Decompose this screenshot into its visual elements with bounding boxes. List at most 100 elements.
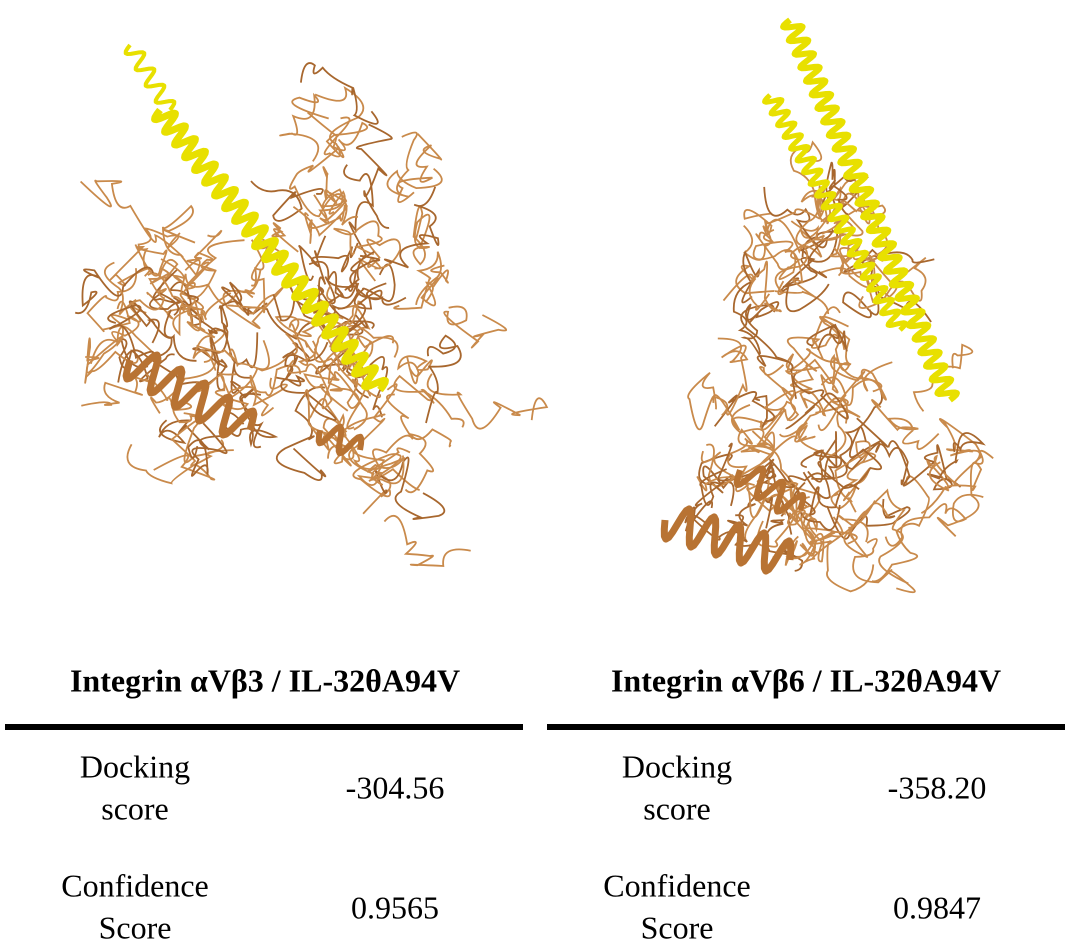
panel-title: Integrin αVβ3 / IL-32θA94V [70, 662, 460, 698]
protein-coil [926, 432, 986, 480]
row-value: -358.20 [888, 769, 987, 805]
protein-coil [313, 300, 382, 399]
protein-coil [852, 538, 916, 594]
row-value: 0.9847 [893, 889, 981, 925]
protein-coil [343, 164, 374, 291]
protein-coil [755, 228, 845, 271]
protein-helix [122, 351, 258, 439]
protein-coil [341, 356, 389, 418]
row-label: Confidence [603, 867, 751, 903]
protein-coil [799, 513, 869, 566]
protein-coil [807, 426, 882, 490]
rule [5, 724, 523, 730]
protein-coil [887, 440, 962, 491]
protein-coil [287, 254, 381, 320]
protein-helix [315, 423, 365, 457]
protein-coil [383, 515, 471, 567]
protein-coil [799, 516, 844, 555]
row-value: -304.56 [346, 769, 445, 805]
protein-coil [420, 264, 449, 307]
protein-coil [843, 500, 876, 559]
protein-coil [717, 442, 777, 482]
protein-coil [147, 272, 217, 371]
protein-helix [151, 107, 389, 393]
protein-coil [712, 377, 813, 431]
protein-coil [687, 372, 729, 431]
protein-coil [74, 266, 154, 315]
protein-coil [763, 186, 829, 279]
row-label: Docking [622, 748, 732, 784]
protein-coil [748, 260, 782, 313]
protein-coil [393, 251, 442, 310]
protein-coil [307, 111, 368, 159]
protein-coil [350, 434, 405, 486]
protein-coil [275, 386, 327, 481]
protein-coil [107, 304, 173, 360]
protein-coil [784, 505, 815, 566]
protein-coil [160, 239, 245, 290]
protein-coil [759, 484, 875, 593]
protein-coil [425, 334, 462, 424]
protein-coil [794, 390, 849, 443]
protein-coil [717, 337, 749, 416]
protein-coil [404, 428, 452, 494]
protein-coil [162, 204, 201, 277]
protein-coil [308, 250, 375, 299]
protein-coil [871, 475, 930, 583]
row-label: Score [99, 909, 172, 945]
row-label: score [643, 790, 711, 826]
protein-coil [330, 282, 383, 352]
protein-coil [333, 220, 383, 256]
protein-coil [81, 372, 151, 407]
protein-structures [74, 17, 994, 594]
protein-helix [660, 505, 795, 575]
protein-coil [279, 92, 329, 162]
protein-coil [286, 359, 349, 412]
protein-coil [713, 391, 776, 431]
protein-coil [84, 337, 139, 384]
protein-coil [740, 303, 797, 399]
panel-title: Integrin αVβ6 / IL-32θA94V [611, 662, 1001, 698]
protein-coil [752, 240, 815, 298]
protein-coil [824, 383, 883, 479]
protein-coil [800, 431, 848, 480]
protein-coil [426, 373, 549, 430]
protein-coil [383, 186, 440, 269]
protein-coil [412, 206, 431, 266]
protein-coil [817, 361, 893, 431]
protein-coil [289, 147, 348, 224]
protein-coil [393, 374, 465, 428]
protein-coil [298, 242, 359, 282]
protein-coil [126, 443, 216, 485]
protein-coil [300, 62, 379, 125]
protein-coil [815, 353, 866, 414]
protein-coil [705, 443, 771, 540]
protein-coil [249, 364, 302, 417]
protein-coil [222, 286, 284, 330]
protein-coil [355, 123, 393, 229]
protein-coil [779, 256, 830, 313]
protein-coil [292, 204, 348, 244]
protein-coil [787, 333, 841, 388]
protein-coil [799, 484, 860, 531]
protein-coil [732, 250, 762, 355]
protein-coil [342, 393, 414, 471]
protein-coil [443, 305, 508, 349]
row-value: 0.9565 [351, 889, 439, 925]
protein-coil [218, 281, 250, 328]
protein-coil [103, 261, 171, 316]
protein-coil [784, 315, 852, 394]
protein-coil [386, 131, 443, 198]
protein-coil [684, 468, 727, 532]
protein-coil [846, 417, 909, 486]
protein-coil [319, 347, 361, 430]
protein-coil [871, 399, 940, 450]
protein-coil [313, 188, 346, 225]
protein-coil [397, 355, 433, 385]
protein-coil [90, 298, 147, 365]
protein-helix [762, 93, 908, 332]
protein-coil [740, 301, 788, 368]
row-label: Score [641, 909, 714, 945]
